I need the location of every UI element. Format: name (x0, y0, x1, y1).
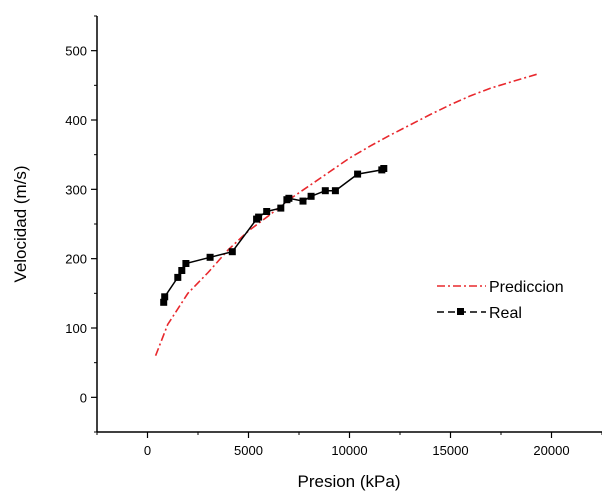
real-point-5 (206, 253, 214, 261)
real-point-12 (285, 194, 293, 202)
real-point-10 (277, 204, 285, 212)
real-point-0 (160, 298, 168, 306)
x-tick-label-4: 20000 (533, 443, 569, 458)
real-point-8 (255, 213, 263, 221)
y-tick-label-0: 0 (80, 390, 87, 405)
y-axis-label: Velocidad (m/s) (11, 165, 30, 282)
real-point-19 (380, 165, 388, 172)
real-point-4 (182, 260, 190, 267)
real-point-2 (174, 273, 182, 281)
x-tick-label-0: 0 (144, 443, 151, 458)
legend-label-prediccion: Prediccion (489, 279, 564, 296)
legend-marker-real (457, 308, 464, 315)
x-axis-label: Presion (kPa) (298, 472, 401, 491)
real-point-17 (354, 170, 362, 178)
y-tick-label-4: 400 (65, 113, 87, 128)
axes (96, 16, 602, 433)
series-line-real (162, 167, 385, 303)
y-tick-label-1: 100 (65, 321, 87, 336)
x-tick-label-1: 5000 (234, 443, 263, 458)
real-point-9 (263, 208, 271, 215)
real-point-14 (307, 192, 315, 200)
real-point-16 (331, 187, 339, 195)
x-tick-label-2: 10000 (331, 443, 367, 458)
real-point-6 (228, 248, 236, 256)
real-point-13 (299, 197, 307, 205)
y-tick-label-3: 300 (65, 182, 87, 197)
real-point-3 (178, 267, 186, 274)
legend: Prediccion Real (437, 279, 564, 322)
y-tick-label-2: 200 (65, 252, 87, 267)
real-point-1 (161, 293, 169, 301)
y-tick-label-5: 500 (65, 44, 87, 59)
real-point-15 (321, 187, 329, 195)
series-line-prediccion (154, 72, 540, 356)
x-tick-label-3: 15000 (432, 443, 468, 458)
legend-label-real: Real (489, 305, 522, 322)
